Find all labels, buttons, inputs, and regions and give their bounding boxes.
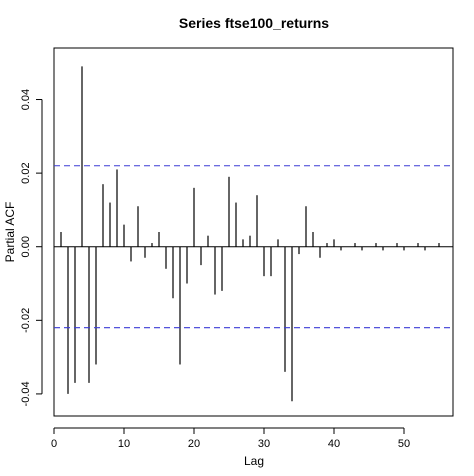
y-tick-label: 0.04 <box>20 89 32 110</box>
x-axis: 0 10 20 30 40 50 <box>51 427 410 450</box>
confidence-bounds <box>54 165 453 329</box>
x-axis-label: Lag <box>244 454 264 468</box>
x-tick-label: 40 <box>328 438 340 450</box>
y-tick-label: 0.00 <box>20 236 32 257</box>
y-tick-label: -0.04 <box>20 381 32 406</box>
x-tick-label: 0 <box>51 438 57 450</box>
y-tick-label: -0.02 <box>20 308 32 333</box>
x-tick-label: 30 <box>258 438 270 450</box>
plot-frame <box>53 47 454 417</box>
chart-title: Series ftse100_returns <box>179 15 329 31</box>
y-axis: -0.04 -0.02 0.00 0.02 0.04 <box>20 89 43 406</box>
x-tick-label: 10 <box>118 438 130 450</box>
x-tick-label: 20 <box>188 438 200 450</box>
y-tick-label: 0.02 <box>20 162 32 183</box>
y-axis-label: Partial ACF <box>3 202 17 263</box>
pacf-bars <box>54 66 453 402</box>
x-tick-label: 50 <box>398 438 410 450</box>
